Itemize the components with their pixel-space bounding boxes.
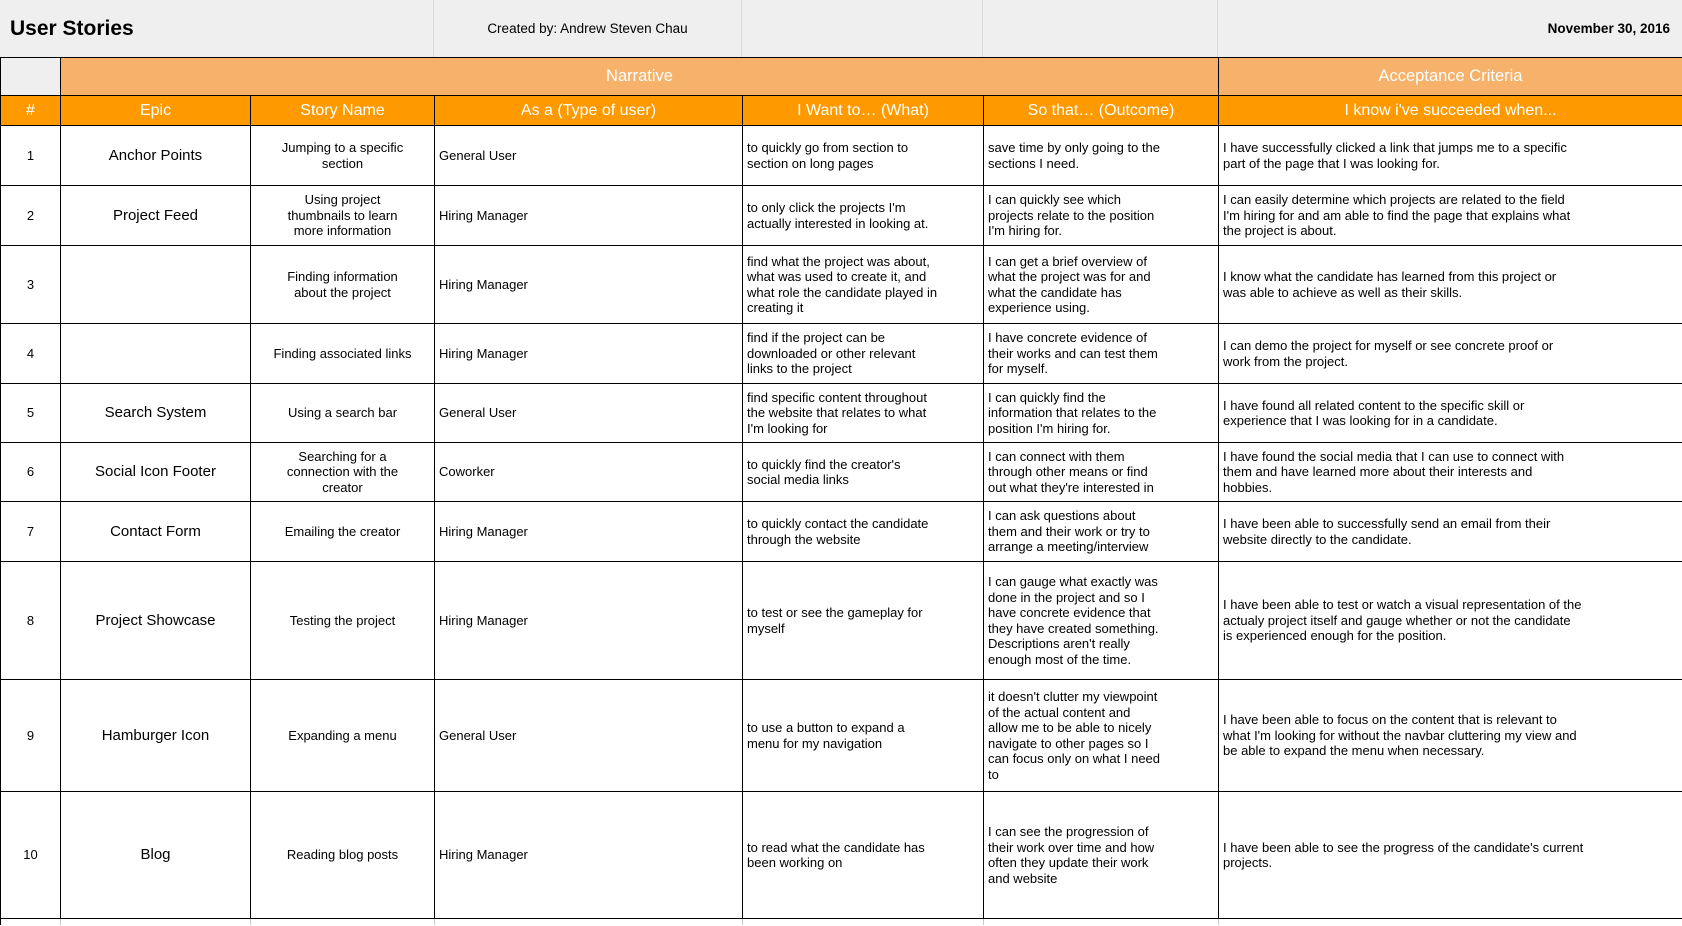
page-title[interactable]: User Stories [0, 0, 434, 57]
cell-num[interactable]: 7 [1, 502, 61, 562]
cell-want[interactable]: to quickly find the creator's social med… [743, 443, 984, 502]
cell-num[interactable]: 8 [1, 562, 61, 680]
next-row-sliver [251, 919, 435, 925]
cell-story[interactable]: Searching for a connection with the crea… [251, 443, 435, 502]
empty-title-cell-2[interactable] [983, 0, 1218, 57]
cell-acceptance[interactable]: I have found the social media that I can… [1219, 443, 1682, 502]
cell-as-a[interactable]: Coworker [435, 443, 743, 502]
cell-as-a[interactable]: Hiring Manager [435, 502, 743, 562]
cell-acceptance[interactable]: I have been able to focus on the content… [1219, 680, 1682, 792]
cell-as-a[interactable]: General User [435, 126, 743, 186]
cell-acceptance[interactable]: I have been able to successfully send an… [1219, 502, 1682, 562]
cell-acceptance[interactable]: I know what the candidate has learned fr… [1219, 246, 1682, 324]
cell-acceptance[interactable]: I have been able to see the progress of … [1219, 792, 1682, 919]
cell-epic[interactable]: Anchor Points [61, 126, 251, 186]
next-row-sliver [743, 919, 984, 925]
cell-acceptance[interactable]: I can demo the project for myself or see… [1219, 324, 1682, 384]
col-header-story[interactable]: Story Name [251, 96, 435, 126]
cell-as-a[interactable]: Hiring Manager [435, 246, 743, 324]
cell-num[interactable]: 9 [1, 680, 61, 792]
cell-outcome[interactable]: I can connect with them through other me… [984, 443, 1219, 502]
next-row-sliver [1219, 919, 1682, 925]
cell-epic[interactable]: Project Showcase [61, 562, 251, 680]
cell-num[interactable]: 10 [1, 792, 61, 919]
cell-num[interactable]: 6 [1, 443, 61, 502]
cell-outcome[interactable]: it doesn't clutter my viewpoint of the a… [984, 680, 1219, 792]
cell-epic[interactable]: Project Feed [61, 186, 251, 246]
col-header-epic[interactable]: Epic [61, 96, 251, 126]
cell-story[interactable]: Emailing the creator [251, 502, 435, 562]
col-header-want[interactable]: I Want to… (What) [743, 96, 984, 126]
cell-want[interactable]: to quickly contact the candidate through… [743, 502, 984, 562]
cell-outcome[interactable]: I can gauge what exactly was done in the… [984, 562, 1219, 680]
cell-as-a[interactable]: Hiring Manager [435, 562, 743, 680]
cell-outcome[interactable]: I can get a brief overview of what the p… [984, 246, 1219, 324]
next-row-sliver [1, 919, 61, 925]
cell-epic[interactable]: Social Icon Footer [61, 443, 251, 502]
created-by-cell[interactable]: Created by: Andrew Steven Chau [434, 0, 742, 57]
cell-story[interactable]: Finding associated links [251, 324, 435, 384]
cell-story[interactable]: Jumping to a specific section [251, 126, 435, 186]
cell-want[interactable]: to read what the candidate has been work… [743, 792, 984, 919]
col-header-acceptance[interactable]: I know i've succeeded when... [1219, 96, 1682, 126]
cell-epic[interactable]: Contact Form [61, 502, 251, 562]
user-stories-table: Narrative Acceptance Criteria # Epic Sto… [0, 57, 1682, 925]
cell-acceptance[interactable]: I have found all related content to the … [1219, 384, 1682, 443]
cell-outcome[interactable]: I can quickly find the information that … [984, 384, 1219, 443]
cell-acceptance[interactable]: I have been able to test or watch a visu… [1219, 562, 1682, 680]
cell-outcome[interactable]: I can ask questions about them and their… [984, 502, 1219, 562]
banner-acceptance[interactable]: Acceptance Criteria [1219, 58, 1682, 96]
empty-title-cell-1[interactable] [742, 0, 983, 57]
cell-outcome[interactable]: I can see the progression of their work … [984, 792, 1219, 919]
cell-as-a[interactable]: Hiring Manager [435, 186, 743, 246]
next-row-sliver [435, 919, 743, 925]
cell-want[interactable]: find if the project can be downloaded or… [743, 324, 984, 384]
cell-epic[interactable]: Search System [61, 384, 251, 443]
col-header-outcome[interactable]: So that… (Outcome) [984, 96, 1219, 126]
date-cell[interactable]: November 30, 2016 [1218, 0, 1682, 57]
cell-want[interactable]: find specific content throughout the web… [743, 384, 984, 443]
cell-acceptance[interactable]: I have successfully clicked a link that … [1219, 126, 1682, 186]
cell-num[interactable]: 4 [1, 324, 61, 384]
cell-as-a[interactable]: General User [435, 680, 743, 792]
cell-want[interactable]: to use a button to expand a menu for my … [743, 680, 984, 792]
cell-story[interactable]: Expanding a menu [251, 680, 435, 792]
cell-acceptance[interactable]: I can easily determine which projects ar… [1219, 186, 1682, 246]
next-row-sliver [984, 919, 1219, 925]
cell-epic[interactable]: Hamburger Icon [61, 680, 251, 792]
cell-num[interactable]: 1 [1, 126, 61, 186]
title-row: User Stories Created by: Andrew Steven C… [0, 0, 1682, 57]
cell-story[interactable]: Testing the project [251, 562, 435, 680]
banner-narrative[interactable]: Narrative [61, 58, 1219, 96]
cell-outcome[interactable]: I can quickly see which projects relate … [984, 186, 1219, 246]
next-row-sliver [61, 919, 251, 925]
cell-outcome[interactable]: save time by only going to the sections … [984, 126, 1219, 186]
cell-story[interactable]: Reading blog posts [251, 792, 435, 919]
cell-story[interactable]: Finding information about the project [251, 246, 435, 324]
cell-epic[interactable]: Blog [61, 792, 251, 919]
cell-as-a[interactable]: Hiring Manager [435, 324, 743, 384]
cell-num[interactable]: 2 [1, 186, 61, 246]
cell-num[interactable]: 3 [1, 246, 61, 324]
cell-want[interactable]: to only click the projects I'm actually … [743, 186, 984, 246]
cell-want[interactable]: to test or see the gameplay for myself [743, 562, 984, 680]
cell-as-a[interactable]: Hiring Manager [435, 792, 743, 919]
cell-epic[interactable] [61, 246, 251, 324]
cell-outcome[interactable]: I have concrete evidence of their works … [984, 324, 1219, 384]
cell-epic[interactable] [61, 324, 251, 384]
cell-num[interactable]: 5 [1, 384, 61, 443]
cell-as-a[interactable]: General User [435, 384, 743, 443]
col-header-num[interactable]: # [1, 96, 61, 126]
cell-want[interactable]: find what the project was about, what wa… [743, 246, 984, 324]
cell-want[interactable]: to quickly go from section to section on… [743, 126, 984, 186]
col-header-as-a[interactable]: As a (Type of user) [435, 96, 743, 126]
cell-story[interactable]: Using a search bar [251, 384, 435, 443]
banner-blank-cell[interactable] [1, 58, 61, 96]
cell-story[interactable]: Using project thumbnails to learn more i… [251, 186, 435, 246]
